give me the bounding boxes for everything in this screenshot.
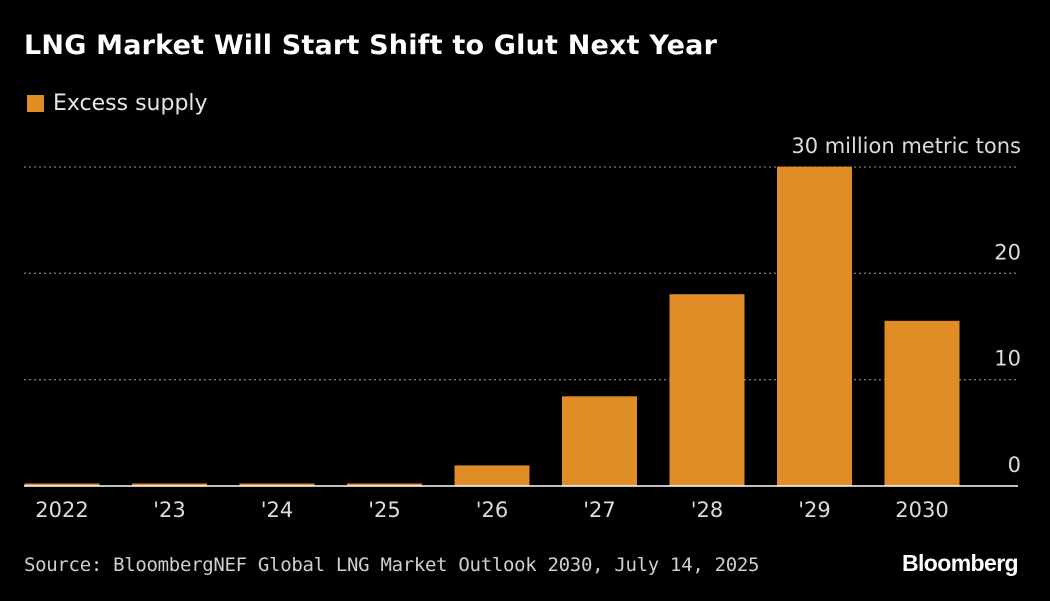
x-tick-label: 2022 [35, 498, 88, 522]
y-tick-label: 20 [994, 240, 1021, 264]
y-tick-label: 10 [994, 347, 1021, 371]
y-tick-label: 30 million metric tons [791, 134, 1021, 158]
bars [24, 166, 960, 487]
bar-27 [562, 396, 637, 486]
legend-label: Excess supply [53, 91, 208, 116]
bar-24 [239, 483, 315, 486]
x-tick-label: '29 [798, 498, 831, 522]
y-tick-label: 0 [1008, 453, 1021, 477]
bar-25 [347, 483, 422, 486]
y-tick-labels: 0 10 20 30 million metric tons [791, 134, 1021, 477]
source-note: Source: BloombergNEF Global LNG Market O… [24, 554, 760, 576]
bar-2030 [884, 320, 960, 486]
x-tick-label: '28 [691, 498, 724, 522]
x-tick-label: '26 [476, 498, 509, 522]
legend: Excess supply [27, 91, 208, 116]
gridlines [24, 166, 1018, 381]
x-tick-label: '27 [583, 498, 616, 522]
legend-swatch [27, 95, 44, 112]
x-tick-label: '24 [261, 498, 294, 522]
x-tick-label: '25 [368, 498, 401, 522]
bar-23 [132, 483, 207, 486]
bar-2022 [24, 483, 100, 486]
bar-26 [454, 465, 530, 486]
x-tick-label: '23 [153, 498, 186, 522]
bar-28 [669, 294, 745, 486]
bar-29 [777, 166, 852, 487]
bloomberg-logo: Bloomberg [902, 550, 1019, 576]
x-tick-labels: 2022 '23 '24 '25 '26 '27 '28 '29 2030 [35, 498, 948, 522]
x-tick-label: 2030 [895, 498, 948, 522]
chart-title: LNG Market Will Start Shift to Glut Next… [24, 30, 718, 61]
